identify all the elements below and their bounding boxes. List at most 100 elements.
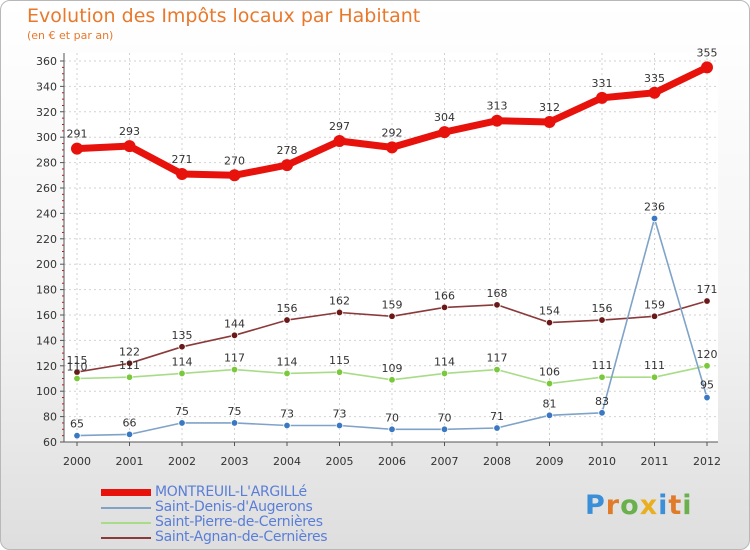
data-label: 65: [70, 418, 84, 431]
data-label: 135: [172, 329, 193, 342]
data-point: [650, 312, 659, 320]
data-label: 83: [595, 395, 609, 408]
data-point: [650, 214, 659, 223]
data-label: 159: [644, 298, 665, 311]
chart-subtitle: (en € et par an): [27, 29, 114, 42]
data-label: 166: [434, 289, 455, 302]
data-point: [335, 308, 344, 317]
y-tick-label: 140: [36, 334, 57, 347]
data-point: [125, 430, 134, 439]
data-point: [123, 140, 136, 153]
proxiti-logo: Proxiti: [585, 490, 693, 521]
data-label: 66: [123, 416, 137, 429]
data-label: 156: [592, 302, 613, 315]
data-label: 71: [490, 410, 504, 423]
x-tick-label: 2006: [378, 455, 406, 468]
x-tick-label: 2000: [63, 455, 91, 468]
data-label: 154: [539, 305, 560, 318]
data-point: [335, 421, 344, 430]
logo-letter: o: [620, 490, 640, 521]
data-point: [440, 303, 449, 312]
data-label: 109: [382, 362, 403, 375]
legend-label: Saint-Pierre-de-Cernières: [155, 514, 323, 530]
y-tick-label: 100: [36, 385, 57, 398]
data-label: 278: [277, 144, 298, 157]
data-point: [701, 61, 713, 74]
x-tick-label: 2012: [693, 455, 721, 468]
data-point: [598, 316, 606, 324]
data-label: 111: [119, 359, 140, 372]
data-label: 156: [277, 302, 298, 315]
data-label: 75: [228, 405, 242, 418]
data-label: 115: [67, 354, 88, 367]
data-point: [440, 425, 449, 433]
data-label: 114: [172, 355, 193, 368]
legend-swatch: [101, 489, 151, 496]
data-point: [598, 373, 606, 381]
data-label: 355: [697, 46, 718, 59]
data-point: [545, 411, 554, 420]
data-label: 106: [539, 366, 560, 379]
y-tick-label: 280: [36, 157, 57, 170]
legend-swatch: [101, 522, 151, 524]
data-point: [335, 368, 344, 376]
data-label: 111: [592, 359, 613, 372]
data-label: 110: [67, 361, 88, 374]
data-point: [388, 425, 396, 433]
data-point: [493, 365, 501, 374]
data-point: [178, 369, 186, 378]
data-point: [491, 114, 503, 127]
data-label: 162: [329, 294, 350, 307]
data-point: [703, 362, 711, 370]
data-point: [283, 421, 291, 430]
data-point: [281, 159, 293, 172]
data-label: 271: [172, 153, 193, 166]
x-tick-label: 2003: [221, 455, 249, 468]
data-point: [176, 168, 188, 181]
y-tick-label: 300: [36, 131, 57, 144]
y-tick-label: 60: [43, 436, 57, 449]
data-point: [125, 373, 134, 381]
data-point: [703, 297, 711, 305]
data-point: [703, 393, 711, 402]
data-label: 70: [385, 411, 399, 424]
data-point: [178, 343, 186, 351]
y-tick-label: 180: [36, 284, 57, 297]
y-tick-label: 80: [43, 411, 57, 424]
x-tick-label: 2004: [273, 455, 301, 468]
logo-letter: r: [605, 490, 621, 521]
data-point: [71, 142, 83, 155]
data-label: 335: [644, 72, 665, 85]
data-point: [440, 369, 449, 378]
data-label: 291: [67, 128, 88, 141]
y-tick-label: 160: [36, 309, 57, 322]
data-point: [230, 331, 239, 340]
data-point: [283, 316, 291, 324]
data-label: 73: [280, 407, 294, 420]
data-point: [388, 312, 396, 320]
data-label: 292: [382, 126, 403, 139]
data-label: 304: [434, 111, 455, 124]
data-label: 81: [543, 397, 557, 410]
y-tick-label: 360: [36, 55, 57, 68]
data-point: [73, 431, 81, 440]
data-label: 114: [434, 355, 455, 368]
legend-swatch: [101, 507, 151, 509]
line-chart: 60 80 100 120 140 160 180 200 220 240 260 280 300 320…: [36, 46, 721, 468]
x-tick-label: 2001: [116, 455, 144, 468]
data-point: [230, 419, 239, 427]
data-label: 144: [224, 317, 245, 330]
data-point: [438, 126, 451, 139]
data-label: 270: [224, 154, 245, 167]
x-tick-label: 2009: [536, 455, 564, 468]
x-tick-label: 2005: [326, 455, 354, 468]
data-point: [543, 115, 556, 128]
data-point: [386, 141, 398, 154]
data-point: [493, 301, 501, 309]
x-tick-label: 2007: [431, 455, 459, 468]
data-point: [228, 169, 241, 182]
legend-label: Saint-Agnan-de-Cernières: [155, 529, 328, 545]
data-label: 114: [277, 355, 298, 368]
data-label: 73: [333, 407, 347, 420]
x-tick-label: 2002: [168, 455, 196, 468]
